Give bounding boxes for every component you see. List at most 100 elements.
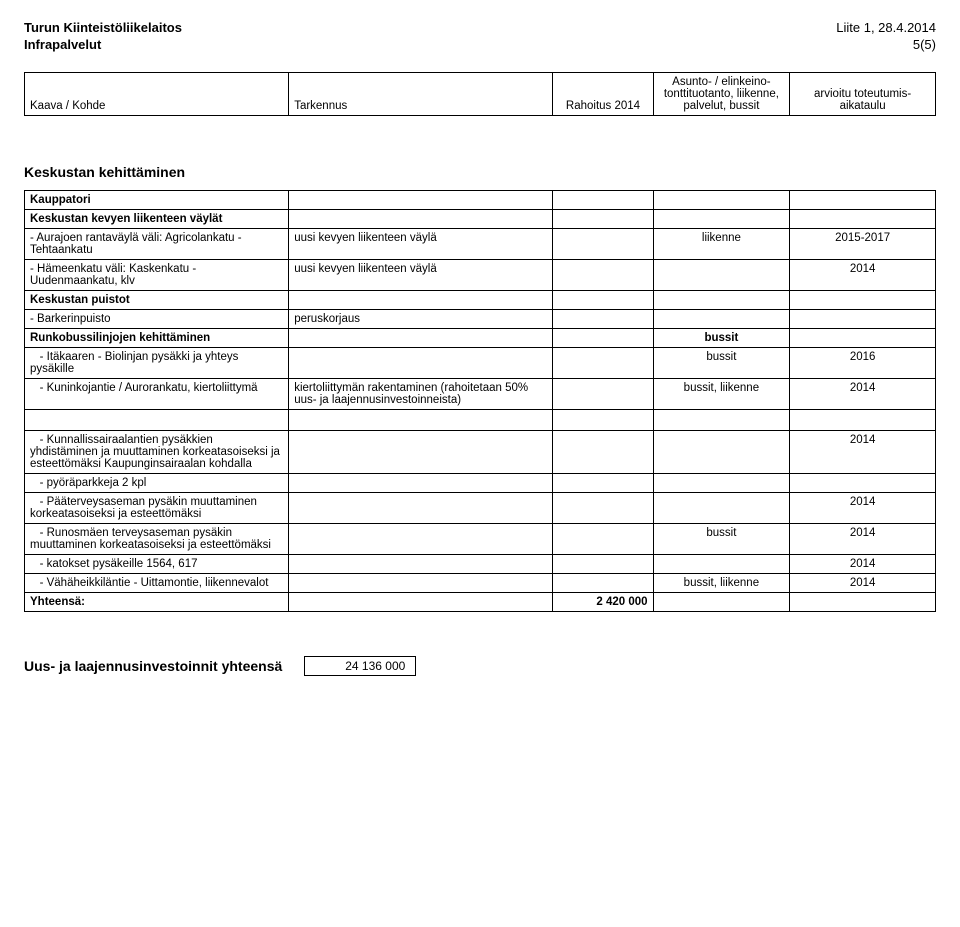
cell <box>790 309 936 328</box>
cell <box>289 290 553 309</box>
cell <box>289 328 553 347</box>
cell: 2015-2017 <box>790 228 936 259</box>
cell <box>790 290 936 309</box>
cell: 2016 <box>790 347 936 378</box>
cell <box>553 228 653 259</box>
cell: Runkobussilinjojen kehittäminen <box>25 328 289 347</box>
cell: 2014 <box>790 378 936 409</box>
cell: - Itäkaaren - Biolinjan pysäkki ja yhtey… <box>25 347 289 378</box>
cell <box>289 573 553 592</box>
cell: Keskustan kevyen liikenteen väylät <box>25 209 289 228</box>
cell: bussit, liikenne <box>653 378 790 409</box>
cell <box>653 209 790 228</box>
attachment-line: Liite 1, 28.4.2014 <box>836 20 936 37</box>
cell <box>553 523 653 554</box>
cell <box>553 309 653 328</box>
cell: - katokset pysäkeille 1564, 617 <box>25 554 289 573</box>
cell <box>653 554 790 573</box>
cell <box>790 592 936 611</box>
cell: Keskustan puistot <box>25 290 289 309</box>
row-runosmaen: - Runosmäen terveysaseman pysäkin muutta… <box>25 523 936 554</box>
cell <box>553 290 653 309</box>
cell <box>553 554 653 573</box>
org-line-1: Turun Kiinteistöliikelaitos <box>24 20 182 37</box>
header-left: Turun Kiinteistöliikelaitos Infrapalvelu… <box>24 20 182 54</box>
cell <box>553 209 653 228</box>
cell: uusi kevyen liikenteen väylä <box>289 259 553 290</box>
cell: 2014 <box>790 259 936 290</box>
cell <box>553 347 653 378</box>
row-barker: - Barkerinpuisto peruskorjaus <box>25 309 936 328</box>
cell <box>653 473 790 492</box>
cell: bussit <box>653 328 790 347</box>
row-blank <box>25 409 936 430</box>
row-hameenkatu: - Hämeenkatu väli: Kaskenkatu - Uudenmaa… <box>25 259 936 290</box>
cell: peruskorjaus <box>289 309 553 328</box>
cell <box>553 409 653 430</box>
row-vahaheikki: - Vähäheikkiläntie - Uittamontie, liiken… <box>25 573 936 592</box>
row-kauppatori: Kauppatori <box>25 190 936 209</box>
cell: kiertoliittymän rakentaminen (rahoitetaa… <box>289 378 553 409</box>
cell: uusi kevyen liikenteen väylä <box>289 228 553 259</box>
section-gap <box>24 116 936 158</box>
row-yhteensa: Yhteensä: 2 420 000 <box>25 592 936 611</box>
cell: Yhteensä: <box>25 592 289 611</box>
th-asunto: Asunto- / elinkeino-tonttituotanto, liik… <box>653 72 790 115</box>
cell <box>289 190 553 209</box>
cell: bussit <box>653 523 790 554</box>
cell <box>653 592 790 611</box>
cell <box>25 409 289 430</box>
cell <box>653 430 790 473</box>
cell: bussit, liikenne <box>653 573 790 592</box>
cell: 2014 <box>790 554 936 573</box>
cell: - pyöräparkkeja 2 kpl <box>25 473 289 492</box>
cell <box>289 409 553 430</box>
row-puistot: Keskustan puistot <box>25 290 936 309</box>
cell <box>653 309 790 328</box>
cell: - Barkerinpuisto <box>25 309 289 328</box>
cell <box>289 592 553 611</box>
header-table: Kaava / Kohde Tarkennus Rahoitus 2014 As… <box>24 72 936 116</box>
footer-label: Uus- ja laajennusinvestoinnit yhteensä <box>24 658 282 674</box>
cell <box>653 492 790 523</box>
row-kunnallis: - Kunnallissairaalantien pysäkkien yhdis… <box>25 430 936 473</box>
th-kaava: Kaava / Kohde <box>25 72 289 115</box>
cell <box>289 209 553 228</box>
org-line-2: Infrapalvelut <box>24 37 182 54</box>
cell <box>790 328 936 347</box>
row-runkobussi: Runkobussilinjojen kehittäminen bussit <box>25 328 936 347</box>
cell: - Hämeenkatu väli: Kaskenkatu - Uudenmaa… <box>25 259 289 290</box>
cell <box>289 347 553 378</box>
footer-value-box: 24 136 000 <box>304 656 416 676</box>
cell <box>553 259 653 290</box>
cell <box>553 378 653 409</box>
cell <box>289 430 553 473</box>
th-tarkennus: Tarkennus <box>289 72 553 115</box>
row-kevyen-vaylat: Keskustan kevyen liikenteen väylät <box>25 209 936 228</box>
cell <box>553 473 653 492</box>
cell <box>289 523 553 554</box>
cell: 2 420 000 <box>553 592 653 611</box>
main-table: Kauppatori Keskustan kevyen liikenteen v… <box>24 190 936 612</box>
th-arvioitu: arvioitu toteutumis-aikataulu <box>790 72 936 115</box>
cell <box>289 554 553 573</box>
cell <box>553 492 653 523</box>
cell: 2014 <box>790 573 936 592</box>
cell <box>790 190 936 209</box>
cell: - Runosmäen terveysaseman pysäkin muutta… <box>25 523 289 554</box>
cell: Kauppatori <box>25 190 289 209</box>
th-rahoitus: Rahoitus 2014 <box>553 72 653 115</box>
cell: - Kunnallissairaalantien pysäkkien yhdis… <box>25 430 289 473</box>
cell: 2014 <box>790 523 936 554</box>
cell: bussit <box>653 347 790 378</box>
cell <box>653 190 790 209</box>
row-kuninkojantie: - Kuninkojantie / Aurorankatu, kiertolii… <box>25 378 936 409</box>
cell <box>553 328 653 347</box>
cell <box>790 473 936 492</box>
cell <box>289 492 553 523</box>
cell: - Aurajoen rantaväylä väli: Agricolankat… <box>25 228 289 259</box>
header-right: Liite 1, 28.4.2014 5(5) <box>836 20 936 54</box>
row-pyora: - pyöräparkkeja 2 kpl <box>25 473 936 492</box>
cell: - Pääterveysaseman pysäkin muuttaminen k… <box>25 492 289 523</box>
cell <box>653 409 790 430</box>
